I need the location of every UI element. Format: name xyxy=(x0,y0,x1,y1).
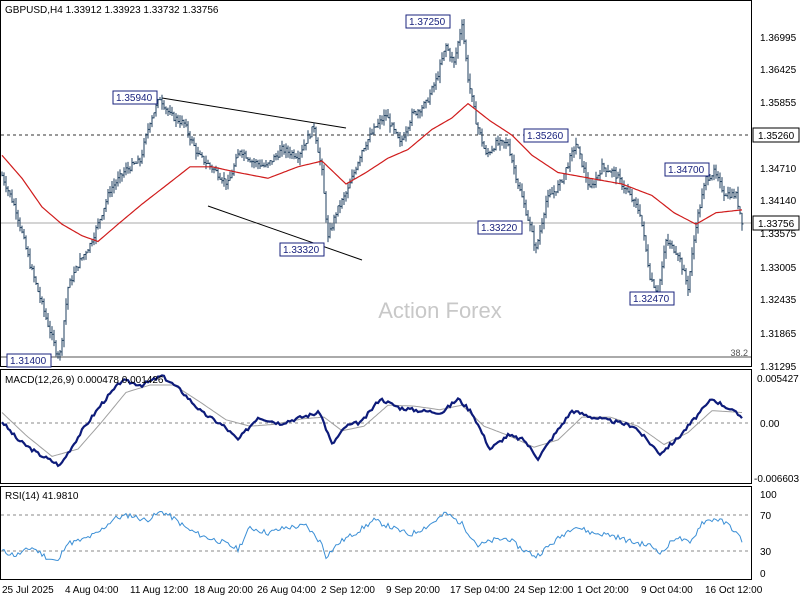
watermark: Action Forex xyxy=(378,298,502,323)
x-tick: 16 Oct 12:00 xyxy=(705,585,763,596)
current-price-tag-bg xyxy=(752,215,800,231)
macd-tick: 0.00 xyxy=(760,419,780,430)
rsi-tick: 0 xyxy=(760,569,766,580)
fib-label: 38.2 xyxy=(730,348,748,358)
annotation-box xyxy=(477,220,523,235)
x-tick: 24 Sep 12:00 xyxy=(514,585,574,596)
macd-tick: -0.006603 xyxy=(754,474,799,485)
annotation-label: 1.37250 xyxy=(409,17,446,28)
x-tick: 9 Oct 04:00 xyxy=(641,585,693,596)
annotation-box xyxy=(279,242,325,257)
macd-signal-line xyxy=(1,384,743,457)
annotations: 1.31400 1.35940 1.33320 1.37250 1.35260 … xyxy=(6,14,710,368)
level-tag-bg xyxy=(752,127,800,143)
price-tick: 1.32435 xyxy=(760,295,797,306)
annotation-label: 1.35940 xyxy=(116,93,153,104)
x-tick: 9 Sep 20:00 xyxy=(386,585,440,596)
x-tick: 2 Sep 12:00 xyxy=(321,585,375,596)
price-bars xyxy=(1,19,744,361)
moving-average-line xyxy=(1,102,743,243)
annotation-box xyxy=(405,14,451,29)
price-tick: 1.34140 xyxy=(760,196,797,207)
level-tag: 1.35260 xyxy=(758,131,795,142)
annotation-label: 1.33220 xyxy=(481,223,518,234)
annotation-box xyxy=(112,90,158,105)
price-panel-title: GBPUSD,H4 1.33912 1.33923 1.33732 1.3375… xyxy=(5,5,219,16)
rsi-panel-title: RSI(14) 41.9810 xyxy=(5,491,79,502)
annotation-label: 1.31400 xyxy=(10,356,47,367)
macd-panel-frame xyxy=(0,369,752,484)
price-tick: 1.31295 xyxy=(760,362,797,373)
x-tick: 17 Sep 04:00 xyxy=(450,585,510,596)
rsi-tick: 70 xyxy=(760,511,772,522)
annotation-label: 1.34700 xyxy=(668,165,705,176)
annotation-box xyxy=(523,128,569,143)
rsi-tick: 30 xyxy=(760,547,772,558)
annotation-box xyxy=(6,353,52,368)
annotation-box xyxy=(664,162,710,177)
x-tick: 11 Aug 12:00 xyxy=(130,585,189,596)
price-tick: 1.31865 xyxy=(760,329,797,340)
rsi-panel-frame xyxy=(0,486,752,580)
price-tick: 1.33575 xyxy=(760,229,797,240)
x-tick: 26 Aug 04:00 xyxy=(257,585,316,596)
x-tick: 18 Aug 20:00 xyxy=(194,585,253,596)
rsi-tick: 100 xyxy=(760,490,777,501)
annotation-box xyxy=(629,291,675,306)
lower-trendline xyxy=(207,205,363,261)
price-tick: 1.34710 xyxy=(760,164,797,175)
x-tick: 25 Jul 2025 xyxy=(2,585,54,596)
upper-trendline xyxy=(161,97,347,129)
x-tick: 1 Oct 20:00 xyxy=(577,585,629,596)
price-y-axis: 1.36995 1.36425 1.35855 1.34710 1.34140 … xyxy=(752,33,800,373)
price-tick: 1.36425 xyxy=(760,65,797,76)
current-price-tag: 1.33756 xyxy=(758,219,795,230)
annotation-label: 1.33320 xyxy=(283,245,320,256)
price-tick: 1.36995 xyxy=(760,33,797,44)
macd-tick: 0.005427 xyxy=(757,374,799,385)
x-axis: 25 Jul 2025 4 Aug 04:00 11 Aug 12:00 18 … xyxy=(2,585,763,596)
annotation-label: 1.35260 xyxy=(527,131,564,142)
x-tick: 4 Aug 04:00 xyxy=(65,585,119,596)
price-panel-frame xyxy=(0,0,752,367)
rsi-line xyxy=(1,510,743,562)
macd-panel-title: MACD(12,26,9) 0.000478 0.001426 xyxy=(5,375,164,386)
macd-line xyxy=(1,374,743,468)
annotation-label: 1.32470 xyxy=(633,294,670,305)
price-tick: 1.33005 xyxy=(760,263,797,274)
price-tick: 1.35855 xyxy=(760,98,797,109)
